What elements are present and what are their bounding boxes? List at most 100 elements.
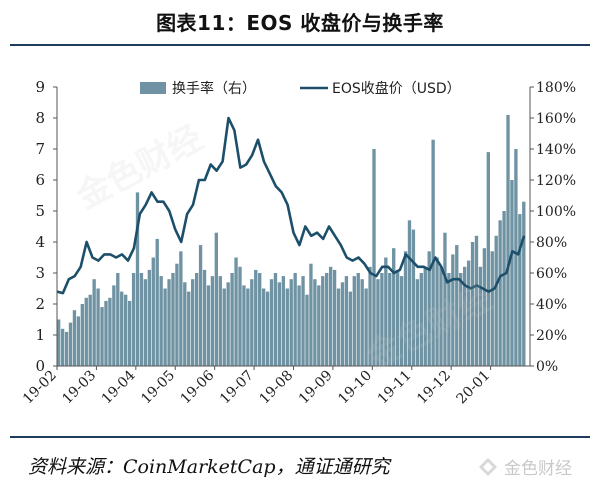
turnover-bar	[368, 266, 372, 366]
turnover-bar	[380, 273, 384, 366]
x-tick-label: 19-09	[296, 368, 336, 408]
right-tick-label: 140%	[536, 142, 576, 158]
turnover-bar	[238, 266, 242, 366]
turnover-bar	[289, 279, 293, 366]
left-tick-label: 0	[35, 357, 45, 375]
turnover-bar	[297, 285, 301, 366]
turnover-bar	[474, 235, 479, 366]
right-tick-label: 20%	[536, 328, 567, 344]
turnover-bar	[415, 279, 420, 366]
turnover-bar	[478, 266, 483, 366]
turnover-bar	[482, 248, 487, 366]
turnover-bar	[64, 331, 69, 366]
turnover-bar	[57, 319, 61, 366]
turnover-bar	[399, 276, 404, 366]
right-tick-label: 100%	[536, 204, 576, 220]
turnover-bar	[261, 288, 266, 366]
turnover-bar	[124, 294, 128, 366]
turnover-bar	[108, 297, 112, 366]
turnover-bar	[470, 242, 475, 366]
turnover-bar	[234, 257, 238, 366]
turnover-bar	[163, 288, 167, 366]
right-tick-label: 0%	[536, 359, 558, 375]
x-tick-label: 19-07	[217, 368, 257, 408]
turnover-bar	[218, 276, 222, 366]
turnover-bar	[210, 276, 215, 366]
turnover-bar	[80, 304, 84, 366]
turnover-bar	[486, 152, 490, 366]
turnover-bar	[175, 263, 179, 366]
turnover-bar	[490, 251, 494, 366]
turnover-bar	[419, 273, 423, 366]
x-tick-label: 19-10	[335, 368, 375, 408]
turnover-bar	[321, 276, 325, 366]
turnover-bar	[427, 251, 431, 366]
turnover-bar	[222, 288, 226, 366]
turnover-bar	[206, 285, 211, 366]
turnover-bar	[281, 276, 286, 366]
turnover-bar	[60, 328, 65, 366]
turnover-bar	[328, 266, 333, 366]
turnover-bar	[494, 235, 498, 366]
turnover-bar	[250, 279, 254, 366]
turnover-bar	[313, 279, 317, 366]
turnover-bar	[285, 288, 289, 366]
turnover-bar	[198, 245, 203, 366]
turnover-bar	[356, 273, 360, 366]
turnover-bar	[254, 269, 258, 366]
brand-name: 金色财经	[504, 459, 572, 479]
left-tick-label: 9	[35, 78, 45, 96]
turnover-bar	[151, 257, 155, 366]
turnover-bar	[96, 288, 100, 366]
turnover-bar	[348, 291, 353, 366]
turnover-bar	[317, 285, 321, 366]
turnover-bar	[403, 251, 408, 366]
turnover-bar	[364, 288, 368, 366]
turnover-bar	[360, 279, 364, 366]
x-tick-label: 19-04	[99, 367, 139, 407]
turnover-bar	[340, 282, 345, 366]
turnover-bar	[344, 276, 349, 366]
turnover-bar	[336, 288, 341, 366]
turnover-bar	[518, 214, 522, 366]
brand-icon	[479, 457, 497, 476]
left-tick-label: 7	[35, 140, 45, 158]
turnover-bar	[388, 273, 392, 366]
right-tick-label: 40%	[536, 297, 567, 313]
right-tick-label: 160%	[536, 111, 576, 127]
turnover-bar	[246, 288, 250, 366]
turnover-bar	[155, 238, 159, 366]
x-tick-label: 19-05	[138, 368, 178, 408]
turnover-bar	[407, 220, 412, 366]
turnover-bar	[76, 316, 81, 366]
turnover-bar	[194, 273, 199, 366]
turnover-bar	[167, 279, 171, 366]
turnover-bar	[214, 232, 219, 366]
turnover-bar	[384, 257, 388, 366]
turnover-bar	[301, 276, 305, 366]
title-divider	[10, 44, 590, 46]
turnover-bar	[305, 294, 309, 366]
price-line-layer	[56, 116, 526, 295]
turnover-bar	[506, 114, 510, 367]
left-tick-label: 6	[35, 171, 45, 189]
turnover-bar	[131, 273, 136, 366]
turnover-bar	[423, 266, 427, 366]
right-tick-label: 120%	[536, 173, 576, 189]
turnover-bar	[120, 291, 124, 366]
turnover-bar	[376, 279, 380, 366]
turnover-bar	[462, 266, 467, 366]
turnover-bar	[435, 257, 439, 366]
turnover-bar	[411, 229, 416, 366]
turnover-bar	[226, 282, 230, 366]
turnover-bar	[183, 282, 187, 366]
turnover-bar	[139, 273, 144, 366]
turnover-bar	[522, 201, 526, 366]
turnover-bar	[502, 211, 506, 366]
source-note: 资料来源：CoinMarketCap，通证通研究	[28, 456, 390, 478]
turnover-bar	[309, 263, 313, 366]
brand-logo: 金色财经	[478, 454, 572, 479]
turnover-bar	[92, 279, 96, 366]
x-tick-label: 19-08	[256, 368, 296, 408]
turnover-bar	[265, 291, 270, 366]
